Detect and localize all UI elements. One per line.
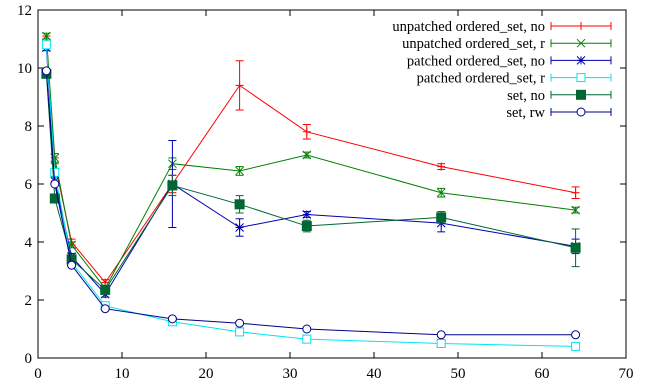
legend-marker: [576, 89, 586, 100]
legend-marker: [576, 73, 586, 83]
data-point: [41, 40, 51, 50]
data-point: [302, 127, 311, 136]
series-4: [41, 40, 581, 351]
legend-item: set, rw: [506, 105, 612, 121]
y-tick-label: 10: [17, 61, 32, 77]
y-tick-label: 8: [25, 119, 33, 135]
legend-item: set, no: [507, 88, 612, 104]
data-point: [50, 167, 60, 177]
x-tick-label: 0: [34, 366, 42, 382]
data-point: [571, 205, 580, 215]
data-point: [436, 339, 446, 348]
data-point: [41, 66, 51, 76]
x-tick-label: 30: [283, 366, 298, 382]
data-point: [437, 162, 446, 171]
legend-label: unpatched ordered_set, r: [402, 36, 545, 52]
legend-marker: [577, 22, 585, 30]
x-tick-label: 10: [115, 366, 130, 382]
x-tick-label: 60: [535, 366, 550, 382]
data-point: [235, 318, 245, 328]
series-layer: [41, 31, 581, 351]
legend-label: patched ordered_set, no: [407, 53, 545, 69]
data-point: [167, 180, 178, 191]
data-point: [570, 242, 581, 253]
data-point: [42, 31, 51, 41]
data-point: [167, 314, 177, 324]
x-tick-label: 50: [451, 366, 466, 382]
legend-label: patched ordered_set, r: [417, 71, 546, 87]
legend-item: patched ordered_set, r: [417, 71, 612, 87]
data-point: [235, 166, 244, 176]
data-point: [50, 179, 60, 189]
data-point: [302, 210, 312, 219]
series-line: [45, 70, 576, 336]
legend-marker: [576, 38, 586, 48]
data-point: [49, 193, 60, 204]
y-tick-label: 2: [25, 293, 33, 309]
data-point: [571, 341, 581, 351]
legend-item: unpatched ordered_set, no: [392, 19, 612, 35]
y-tick-label: 4: [25, 235, 33, 251]
y-tick-label: 12: [17, 3, 32, 19]
data-point: [436, 188, 446, 198]
legend-label: set, rw: [506, 105, 545, 121]
data-point: [100, 284, 111, 295]
x-tick-label: 70: [619, 366, 634, 382]
data-point: [302, 150, 312, 160]
data-point: [301, 221, 312, 232]
x-tick-label: 20: [199, 366, 214, 382]
data-point: [235, 81, 244, 90]
series-6: [41, 66, 581, 340]
legend-marker: [576, 107, 586, 117]
data-point: [436, 212, 447, 223]
axis-ticks: 0 10 20 30 40 50 60 70 0 2 4 6 8 10 12: [17, 3, 634, 382]
data-point: [302, 334, 312, 344]
legend-marker: [576, 56, 586, 65]
data-point: [235, 327, 245, 337]
legend-item: unpatched ordered_set, r: [402, 36, 612, 52]
data-point: [436, 330, 446, 340]
data-point: [235, 223, 244, 232]
data-point: [100, 304, 110, 314]
series-line: [45, 44, 576, 347]
y-tick-label: 0: [25, 351, 33, 367]
data-point: [571, 330, 581, 340]
data-point: [571, 188, 580, 197]
legend-label: unpatched ordered_set, no: [392, 19, 545, 35]
legend-item: patched ordered_set, no: [407, 53, 612, 69]
series-line: [45, 73, 576, 291]
data-point: [234, 199, 245, 210]
series-5: [41, 68, 581, 295]
y-tick-label: 6: [25, 177, 33, 193]
data-point: [67, 260, 77, 270]
data-point: [302, 324, 312, 334]
x-tick-label: 40: [367, 366, 382, 382]
legend-label: set, no: [507, 88, 545, 104]
